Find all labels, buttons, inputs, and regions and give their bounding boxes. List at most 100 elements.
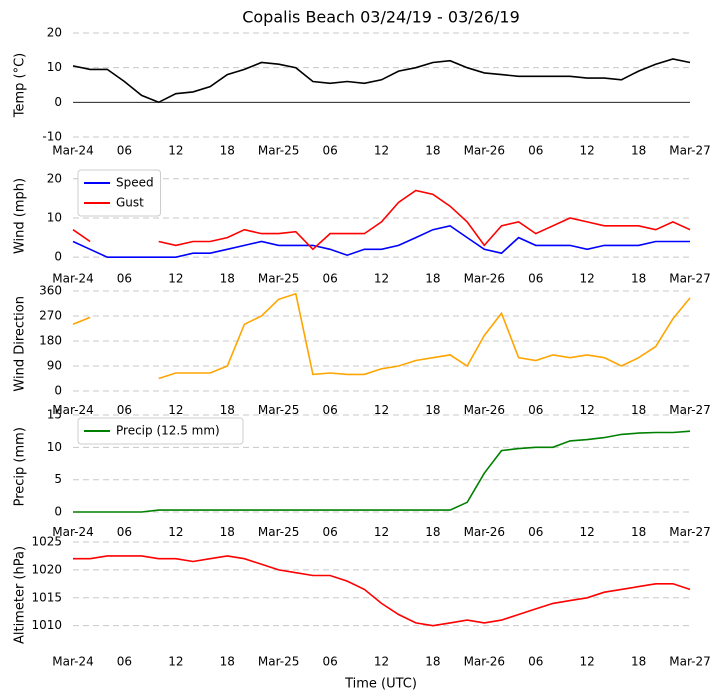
x-tick-label: 18 [631, 403, 646, 417]
x-tick-label: Mar-27 [669, 144, 710, 158]
series-line [72, 58, 691, 104]
x-tick-label: 06 [528, 655, 543, 669]
x-tick-label: Mar-27 [669, 655, 710, 669]
x-tick-label: 12 [168, 403, 183, 417]
x-tick-label: 18 [220, 272, 235, 286]
y-tick-label: 360 [39, 284, 62, 298]
series-line [72, 189, 691, 251]
x-tick-label: Mar-27 [669, 525, 710, 539]
y-tick-label: 1015 [31, 590, 62, 604]
x-tick-label: 06 [322, 144, 337, 158]
x-tick-label: Mar-25 [258, 272, 299, 286]
x-tick-label: 06 [528, 272, 543, 286]
x-tick-label: 12 [374, 655, 389, 669]
x-tick-label: Mar-27 [669, 272, 710, 286]
x-tick-label: 18 [631, 144, 646, 158]
y-tick-label: 90 [47, 359, 62, 373]
x-tick-label: 06 [528, 144, 543, 158]
y-tick-label: 1010 [31, 618, 62, 632]
y-tick-label: 270 [39, 309, 62, 323]
x-tick-label: 18 [425, 403, 440, 417]
x-tick-label: 18 [220, 525, 235, 539]
x-tick-label: 12 [374, 525, 389, 539]
x-tick-label: Mar-24 [52, 403, 93, 417]
y-tick-label: 15 [47, 408, 62, 422]
y-axis-label: Wind (mph) [13, 178, 28, 254]
x-tick-label: 12 [168, 655, 183, 669]
x-tick-label: 18 [220, 144, 235, 158]
x-tick-label: Mar-26 [464, 144, 505, 158]
x-tick-label: 12 [580, 655, 595, 669]
x-tick-label: Mar-24 [52, 655, 93, 669]
y-tick-label: -10 [42, 130, 62, 144]
y-axis-label: Temp (°C) [13, 53, 28, 119]
y-tick-label: 10 [47, 440, 62, 454]
x-tick-label: 12 [168, 525, 183, 539]
x-tick-label: Mar-25 [258, 655, 299, 669]
x-tick-label: 18 [631, 272, 646, 286]
x-tick-label: Mar-26 [464, 272, 505, 286]
y-tick-label: 0 [54, 384, 62, 398]
y-tick-label: 180 [39, 334, 62, 348]
x-tick-label: 06 [117, 403, 132, 417]
y-tick-label: 10 [47, 60, 62, 74]
y-tick-label: 1025 [31, 535, 62, 549]
x-tick-label: Mar-24 [52, 525, 93, 539]
x-tick-label: Mar-25 [258, 144, 299, 158]
x-tick-label: 06 [528, 403, 543, 417]
x-tick-label: 18 [425, 144, 440, 158]
y-tick-label: 0 [54, 250, 62, 264]
y-tick-label: 10 [47, 210, 62, 224]
x-tick-label: 12 [374, 272, 389, 286]
x-tick-label: 06 [117, 655, 132, 669]
x-tick-label: Mar-24 [52, 272, 93, 286]
x-tick-label: 06 [117, 272, 132, 286]
y-tick-label: 5 [54, 472, 62, 486]
x-tick-label: 18 [220, 655, 235, 669]
x-tick-label: 18 [631, 525, 646, 539]
x-tick-label: 12 [580, 144, 595, 158]
x-tick-label: 12 [374, 144, 389, 158]
y-tick-label: 0 [54, 95, 62, 109]
x-tick-label: Mar-26 [464, 525, 505, 539]
series-line [72, 292, 691, 380]
y-axis-label: Wind Direction [13, 296, 28, 392]
legend-box [77, 417, 244, 445]
legend-label: Speed [116, 176, 154, 190]
x-tick-label: 18 [425, 655, 440, 669]
x-tick-label: 18 [425, 272, 440, 286]
x-axis-label: Time (UTC) [344, 677, 417, 692]
x-tick-label: 06 [117, 525, 132, 539]
x-tick-label: 12 [580, 403, 595, 417]
x-tick-label: 12 [374, 403, 389, 417]
series-line [73, 555, 691, 627]
legend-label: Precip (12.5 mm) [116, 424, 220, 438]
x-tick-label: 12 [580, 272, 595, 286]
x-tick-label: 06 [117, 144, 132, 158]
y-axis-label: Altimeter (hPa) [13, 546, 28, 644]
series-line [73, 430, 691, 513]
x-tick-label: 12 [168, 272, 183, 286]
legend-label: Gust [116, 196, 144, 210]
y-tick-label: 1020 [31, 562, 62, 576]
x-tick-label: 12 [168, 144, 183, 158]
x-tick-label: Mar-25 [258, 525, 299, 539]
x-tick-label: 18 [425, 525, 440, 539]
x-tick-label: 06 [322, 403, 337, 417]
x-tick-label: 06 [528, 525, 543, 539]
x-tick-label: 06 [322, 655, 337, 669]
x-tick-label: Mar-26 [464, 655, 505, 669]
x-tick-label: Mar-27 [669, 403, 710, 417]
x-tick-label: 12 [580, 525, 595, 539]
x-tick-label: Mar-25 [258, 403, 299, 417]
x-tick-label: Mar-26 [464, 403, 505, 417]
chart-title: Copalis Beach 03/24/19 - 03/26/19 [242, 8, 520, 27]
y-tick-label: 20 [47, 171, 62, 185]
x-tick-label: Mar-24 [52, 144, 93, 158]
y-axis-label: Precip (mm) [13, 427, 28, 506]
y-tick-label: 0 [54, 505, 62, 519]
x-tick-label: 18 [220, 403, 235, 417]
x-tick-label: 18 [631, 655, 646, 669]
y-tick-label: 20 [47, 26, 62, 40]
